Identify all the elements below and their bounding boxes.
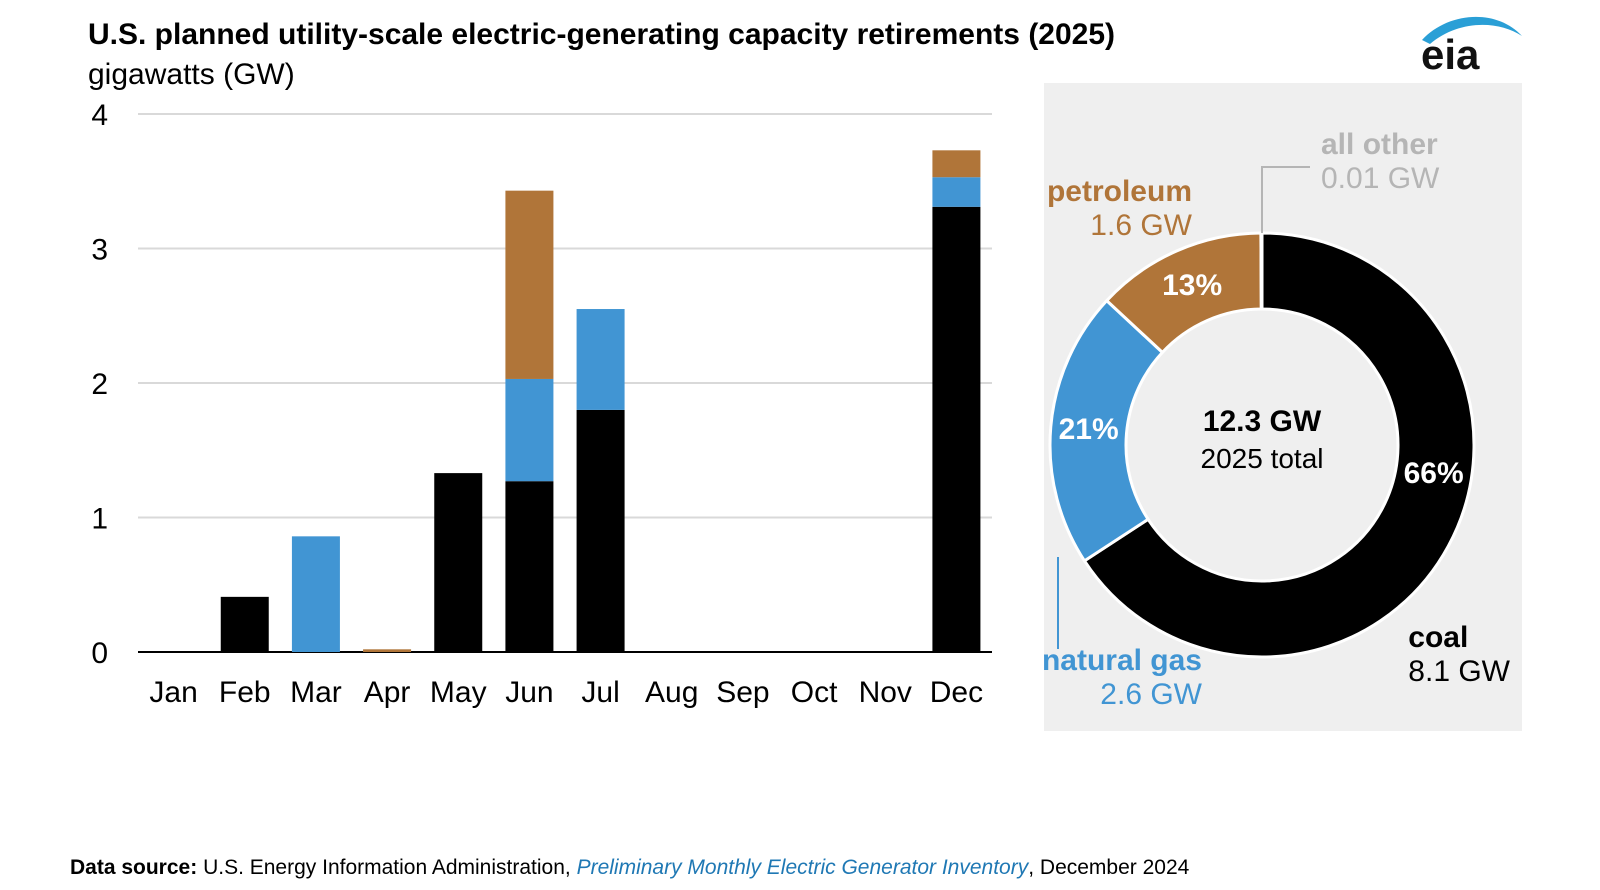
petroleum-percent-label: 13% [1162, 268, 1223, 302]
x-tick-label-oct: Oct [791, 676, 838, 709]
x-tick-label-jun: Jun [505, 676, 553, 709]
eia-swoosh-icon: eia [1421, 16, 1522, 78]
chart-title: U.S. planned utility-scale electric-gene… [88, 18, 1116, 51]
y-tick-label: 2 [91, 368, 108, 401]
x-tick-label-nov: Nov [859, 676, 912, 709]
y-tick-label: 1 [91, 503, 108, 536]
petroleum-label: petroleum 1.6 GW [1047, 175, 1192, 243]
donut-slice-all_other [1259, 231, 1264, 311]
bar-coal-feb [220, 596, 269, 652]
bar-coal-jun [505, 481, 554, 652]
all-other-name: all other [1321, 128, 1438, 161]
y-tick-label: 4 [91, 99, 108, 132]
donut-slice-natural_gas [1048, 298, 1165, 563]
x-tick-label-jul: Jul [581, 676, 619, 709]
y-tick-label: 0 [91, 637, 108, 670]
bar-coal-dec [932, 206, 981, 652]
data-source-date: , December 2024 [1028, 856, 1190, 879]
donut-slices [1048, 231, 1476, 659]
coal-value: 8.1 GW [1408, 655, 1510, 688]
coal-name: coal [1408, 621, 1469, 654]
eia-logo: eia [1418, 6, 1528, 78]
data-source-agency: U.S. Energy Information Administration, [203, 856, 577, 879]
y-tick-label: 3 [91, 234, 108, 267]
bar-petroleum-dec [932, 150, 981, 178]
x-tick-label-dec: Dec [930, 676, 983, 709]
leader-lines [1057, 166, 1310, 649]
x-tick-label-feb: Feb [219, 676, 271, 709]
stacked-bar-chart: 0 1 2 3 4 Jan Feb Mar Apr May Jun Jul Aug Sep Oct Nov D… [91, 99, 992, 709]
bar-coal-may [434, 473, 483, 652]
coal-label: coal 8.1 GW [1408, 621, 1510, 689]
x-axis-ticks: Jan Feb Mar Apr May Jun Jul Aug Sep Oct Nov Dec [149, 676, 983, 709]
natural-gas-label: natural gas 2.6 GW [1042, 644, 1202, 712]
bar-coal-jul [576, 409, 625, 652]
donut-center-total: 12.3 GW [1202, 405, 1322, 438]
bar-natural_gas-jun [505, 378, 554, 482]
data-source-label: Data source: [70, 856, 198, 879]
x-tick-label-apr: Apr [364, 676, 411, 709]
petroleum-name: petroleum [1046, 175, 1192, 208]
natural-gas-value: 2.6 GW [1100, 678, 1202, 711]
x-tick-label-mar: Mar [290, 676, 342, 709]
all-other-value: 0.01 GW [1321, 162, 1440, 195]
data-source-footer: Data source: U.S. Energy Information Adm… [70, 856, 1189, 880]
x-tick-label-sep: Sep [716, 676, 769, 709]
natural-gas-name: natural gas [1041, 644, 1202, 677]
petroleum-value: 1.6 GW [1090, 209, 1192, 242]
eia-logo-text: eia [1421, 31, 1480, 76]
donut-panel: 66% 21% 13% 12.3 GW 2025 total all other… [1042, 83, 1522, 731]
bar-series [220, 150, 981, 652]
y-axis-unit-label: gigawatts (GW) [88, 58, 295, 91]
bar-natural_gas-jul [576, 309, 625, 410]
natural-gas-percent-label: 21% [1058, 413, 1119, 447]
bar-natural_gas-dec [932, 177, 981, 207]
bar-petroleum-jun [505, 190, 554, 379]
bar-natural_gas-mar [291, 536, 340, 652]
coal-percent-label: 66% [1403, 456, 1464, 490]
gridlines [138, 113, 992, 653]
data-source-link[interactable]: Preliminary Monthly Electric Generator I… [576, 856, 1029, 879]
x-tick-label-aug: Aug [645, 676, 698, 709]
x-tick-label-may: May [430, 676, 487, 709]
donut-chart [1048, 166, 1476, 659]
all-other-label: all other 0.01 GW [1321, 128, 1439, 196]
all-other-leader-line [1261, 166, 1310, 233]
bar-petroleum-apr [363, 649, 412, 652]
x-tick-label-jan: Jan [149, 676, 197, 709]
donut-slice-coal [1082, 231, 1476, 659]
donut-center-label: 2025 total [1200, 443, 1324, 474]
y-axis-ticks: 0 1 2 3 4 [91, 99, 108, 670]
